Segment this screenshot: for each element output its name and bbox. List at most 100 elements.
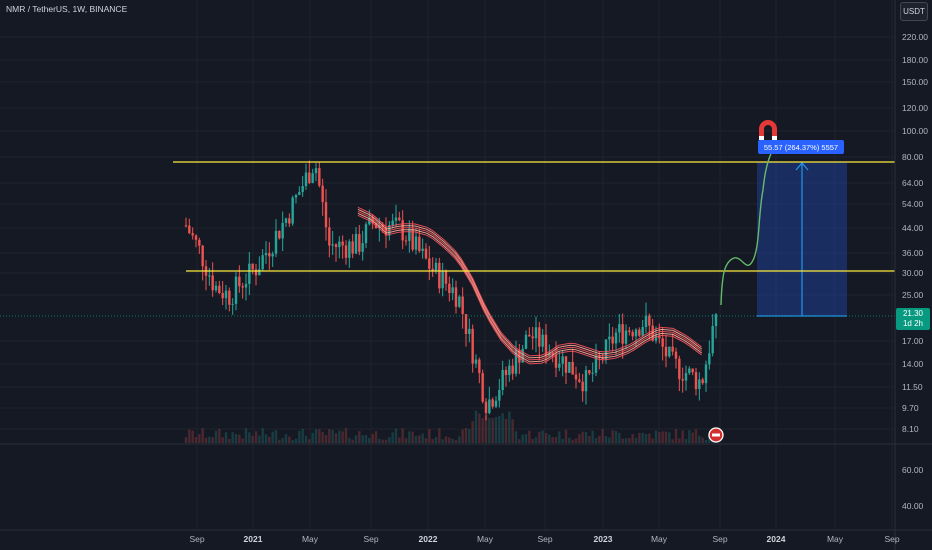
volume-bar: [684, 438, 688, 443]
candle-body: [264, 252, 268, 256]
candle-body: [674, 351, 678, 359]
candle-body: [461, 296, 464, 315]
volume-bar: [218, 428, 221, 443]
volume-bar: [298, 430, 301, 443]
candle-body: [271, 253, 274, 257]
candle-body: [621, 324, 624, 344]
candle-body: [604, 339, 608, 360]
price-tick-label: 30.00: [902, 268, 924, 278]
candle-body: [361, 243, 364, 252]
volume-bar: [628, 438, 631, 443]
candle-body: [328, 227, 331, 246]
candle-body: [331, 244, 334, 246]
candle-body: [314, 168, 318, 174]
volume-bar: [188, 429, 191, 443]
volume-bar: [304, 435, 308, 443]
magnet-icon[interactable]: [759, 120, 777, 140]
candle-body: [504, 369, 508, 376]
volume-bar: [281, 438, 284, 443]
candle-body: [214, 285, 218, 291]
candle-body: [318, 168, 321, 186]
candle-body: [634, 329, 638, 337]
volume-bar: [411, 431, 414, 443]
candle-body: [498, 390, 501, 401]
volume-bar: [254, 431, 258, 443]
candle-body: [184, 225, 188, 227]
candle-body: [408, 228, 411, 241]
volume-bar: [521, 434, 524, 443]
volume-bar: [601, 428, 604, 443]
candle-body: [541, 334, 544, 347]
candle-body: [458, 296, 461, 307]
volume-bar: [211, 437, 214, 443]
time-axis[interactable]: Sep 2021 May Sep 2022 May Sep 2023 May Sep 2024 May…: [189, 534, 899, 544]
volume-bar: [571, 439, 574, 443]
price-axis[interactable]: 220.00 180.00 150.00 120.00 100.00 80.00 64.00…: [902, 32, 928, 511]
volume-bar: [594, 437, 598, 443]
candle-body: [508, 365, 511, 376]
candle-body: [258, 269, 261, 276]
volume-bar: [321, 431, 324, 443]
volume-bar: [538, 431, 541, 443]
candle-body: [311, 173, 314, 183]
candle-body: [268, 252, 271, 257]
candle-body: [544, 334, 548, 356]
volume-bar: [531, 438, 534, 443]
candle-body: [301, 186, 304, 193]
candle-body: [598, 355, 601, 358]
candle-body: [464, 314, 468, 334]
volume-bar: [414, 435, 418, 443]
time-tick-label: May: [302, 534, 319, 544]
volume-bars: [184, 410, 718, 443]
volume-bar: [621, 438, 624, 443]
candle-body: [594, 355, 598, 373]
volume-bar: [588, 436, 591, 443]
candle-body: [384, 227, 388, 236]
volume-bar: [461, 429, 464, 443]
volume-bar: [348, 437, 351, 443]
candle-body: [578, 379, 581, 382]
candle-body: [698, 379, 701, 390]
volume-bar: [234, 434, 238, 443]
volume-bar: [204, 437, 208, 443]
volume-bar: [638, 432, 641, 443]
volume-bar: [374, 431, 378, 443]
current-price-badge: 21.30 1d 2h: [896, 308, 930, 330]
volume-bar: [368, 438, 371, 443]
candle-body: [484, 401, 488, 414]
currency-button[interactable]: USDT: [900, 2, 928, 21]
volume-bar: [508, 411, 511, 443]
price-tick-label: 100.00: [902, 126, 928, 136]
volume-bar: [294, 438, 298, 443]
ma-band-line: [357, 210, 702, 361]
volume-bar: [381, 439, 384, 443]
volume-bar: [694, 429, 698, 443]
price-tick-label: 44.00: [902, 223, 924, 233]
volume-bar: [384, 439, 388, 443]
candle-body: [514, 350, 518, 374]
candle-body: [474, 359, 478, 364]
volume-bar: [698, 435, 701, 443]
volume-bar: [514, 431, 518, 443]
candle-body: [358, 234, 361, 252]
candle-body: [364, 224, 368, 244]
volume-bar: [488, 417, 491, 443]
candle-body: [661, 338, 664, 347]
candle-body: [614, 332, 618, 344]
price-tick-label: 25.00: [902, 290, 924, 300]
candle-body: [228, 290, 231, 305]
volume-bar: [614, 430, 618, 443]
volume-bar: [328, 429, 331, 443]
candle-body: [444, 271, 448, 284]
candle-body: [548, 353, 551, 356]
candle-body: [341, 241, 344, 246]
grid: [0, 0, 895, 530]
volume-bar: [338, 430, 341, 443]
bar-replay-icon[interactable]: [708, 427, 724, 443]
volume-bar: [598, 435, 601, 443]
volume-bar: [501, 413, 504, 443]
volume-bar: [468, 429, 471, 443]
candle-body: [658, 335, 661, 339]
time-tick-label: Sep: [884, 534, 899, 544]
